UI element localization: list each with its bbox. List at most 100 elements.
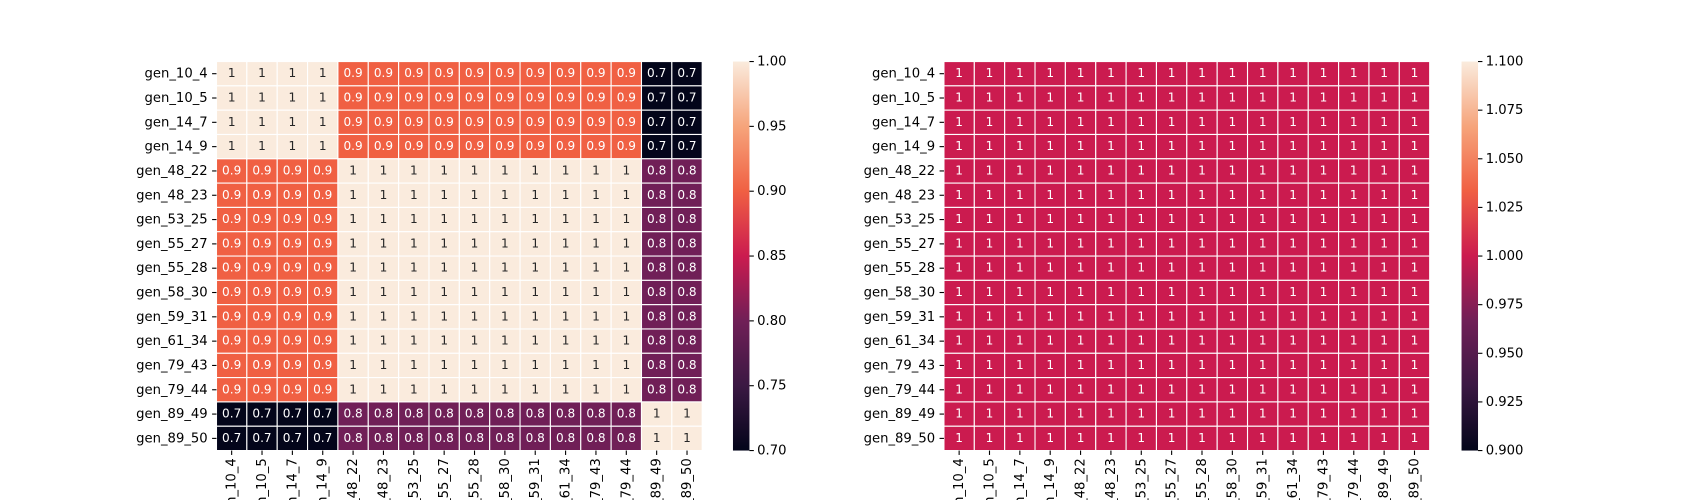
- heatmap-cell: [671, 352, 703, 379]
- cell-annotation: 1: [1259, 115, 1267, 129]
- cell-annotation: 0.8: [343, 407, 362, 421]
- cell-annotation: 0.7: [222, 407, 241, 421]
- cell-annotation: 1: [1198, 163, 1206, 177]
- cell-annotation: 0.9: [586, 115, 605, 129]
- cell-annotation: 1: [1107, 115, 1115, 129]
- cell-annotation: 1: [1229, 334, 1237, 348]
- cell-annotation: 0.8: [677, 334, 696, 348]
- cell-annotation: 0.8: [677, 382, 696, 396]
- cell-annotation: 1: [1229, 382, 1237, 396]
- heatmap-cell: [640, 401, 673, 427]
- heatmap-cell: [307, 231, 339, 257]
- cell-annotation: 1: [1046, 382, 1054, 396]
- cell-annotation: 0.7: [677, 66, 696, 80]
- cell-annotation: 1: [1137, 115, 1145, 129]
- cell-annotation: 1: [440, 261, 448, 275]
- cell-annotation: 1: [380, 236, 388, 250]
- cell-annotation: 1: [955, 91, 963, 105]
- cell-annotation: 1: [1320, 334, 1328, 348]
- colorbar-tick-label: 0.95: [757, 119, 786, 134]
- cell-annotation: 1: [1046, 261, 1054, 275]
- cell-annotation: 1: [1229, 66, 1237, 80]
- cell-annotation: 1: [1289, 188, 1297, 202]
- x-tick-label: gen_14_7: [285, 458, 300, 500]
- cell-annotation: 0.7: [283, 431, 302, 445]
- cell-annotation: 1: [592, 382, 600, 396]
- heatmap-cell: [973, 352, 1006, 379]
- x-tick-label: gen_55_28: [468, 458, 483, 500]
- y-tick-label: gen_53_25: [136, 213, 208, 228]
- cell-annotation: 0.8: [677, 285, 696, 299]
- cell-annotation: 1: [349, 261, 357, 275]
- cell-annotation: 0.9: [222, 236, 241, 250]
- cell-annotation: 0.9: [222, 212, 241, 226]
- cell-annotation: 0.9: [252, 309, 271, 323]
- cell-annotation: 1: [1380, 66, 1388, 80]
- heatmap-cell: [519, 133, 551, 160]
- colorbar-tick-label: 0.80: [757, 314, 786, 329]
- cell-annotation: 1: [1077, 382, 1085, 396]
- cell-annotation: 1: [319, 91, 327, 105]
- cell-annotation: 1: [1380, 261, 1388, 275]
- cell-annotation: 0.9: [586, 139, 605, 153]
- cell-annotation: 1: [349, 212, 357, 226]
- cell-annotation: 1: [1411, 115, 1419, 129]
- heatmap-cell: [519, 401, 551, 427]
- cell-annotation: 1: [622, 382, 630, 396]
- cell-annotation: 1: [1289, 163, 1297, 177]
- cell-annotation: 0.9: [526, 139, 545, 153]
- heatmap-cell: [671, 133, 703, 160]
- heatmap-cell: [307, 279, 339, 306]
- heatmap-cell: [1186, 328, 1218, 354]
- y-tick-label: gen_59_31: [136, 310, 208, 325]
- cell-annotation: 1: [440, 334, 448, 348]
- x-tick-label: gen_59_31: [528, 458, 543, 500]
- cell-annotation: 1: [1046, 139, 1054, 153]
- cell-annotation: 1: [1107, 431, 1115, 445]
- heatmap-cell: [1338, 304, 1370, 330]
- heatmap-cell: [489, 377, 521, 403]
- heatmap-cell: [1368, 328, 1400, 354]
- x-tick-label: gen_14_9: [1043, 458, 1058, 500]
- cell-annotation: 1: [380, 212, 388, 226]
- heatmap-cell: [428, 231, 460, 257]
- heatmap-cell: [1004, 85, 1036, 111]
- heatmap-cell: [1155, 279, 1188, 306]
- cell-annotation: 1: [1107, 163, 1115, 177]
- heatmap-cell: [1034, 401, 1066, 427]
- heatmap-cell: [215, 255, 248, 281]
- cell-annotation: 1: [986, 188, 994, 202]
- cell-annotation: 1: [1107, 309, 1115, 323]
- cell-annotation: 1: [410, 358, 418, 372]
- heatmap-cell: [1368, 158, 1400, 184]
- cell-annotation: 0.9: [404, 139, 423, 153]
- y-tick-label: gen_58_30: [864, 286, 936, 301]
- cell-annotation: 0.7: [222, 431, 241, 445]
- heatmap-cell: [580, 401, 612, 427]
- cell-annotation: 1: [1016, 309, 1024, 323]
- heatmap-cell: [1307, 109, 1340, 136]
- cell-annotation: 1: [1077, 66, 1085, 80]
- cell-annotation: 1: [1350, 407, 1358, 421]
- cell-annotation: 1: [1198, 91, 1206, 105]
- cell-annotation: 1: [1168, 309, 1176, 323]
- cell-annotation: 1: [440, 236, 448, 250]
- cell-annotation: 1: [1289, 309, 1297, 323]
- heatmap-cell: [246, 377, 278, 403]
- colorbar-tick-label: 0.75: [757, 379, 786, 394]
- heatmap-cell: [428, 60, 460, 87]
- cell-annotation: 1: [471, 212, 479, 226]
- heatmap-cell: [1307, 377, 1340, 403]
- cell-annotation: 1: [380, 163, 388, 177]
- cell-annotation: 1: [228, 115, 236, 129]
- cell-annotation: 1: [1168, 285, 1176, 299]
- cell-annotation: 1: [1289, 334, 1297, 348]
- cell-annotation: 1: [380, 285, 388, 299]
- cell-annotation: 1: [955, 115, 963, 129]
- cell-annotation: 0.9: [222, 309, 241, 323]
- cell-annotation: 1: [622, 212, 630, 226]
- cell-annotation: 1: [1289, 382, 1297, 396]
- cell-annotation: 0.8: [647, 358, 666, 372]
- cell-annotation: 0.7: [252, 431, 271, 445]
- cell-annotation: 1: [1046, 358, 1054, 372]
